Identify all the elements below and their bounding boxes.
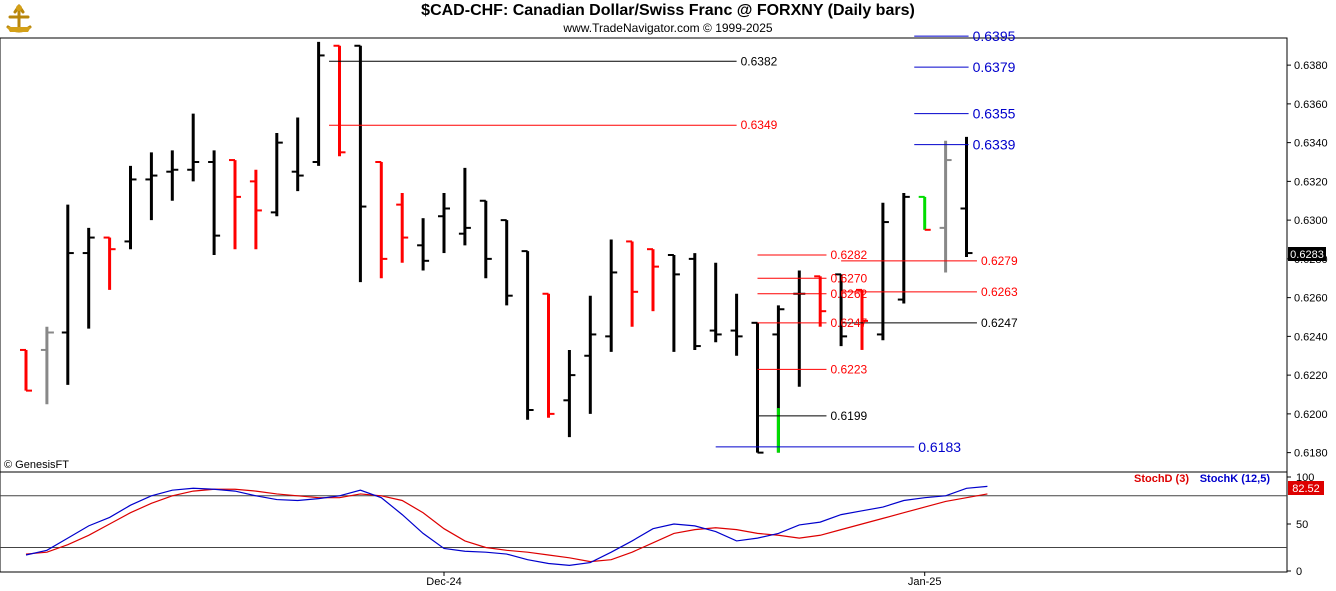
stoch-tick-label: 50 [1296, 519, 1308, 531]
ohlc-bar [856, 288, 868, 350]
ohlc-bar [751, 321, 764, 454]
last-price-label: 0.6283 [1290, 249, 1324, 261]
ohlc-bar [605, 239, 618, 352]
fib-label: 0.6379 [973, 59, 1016, 75]
fib-label: 0.6247 [981, 316, 1018, 330]
fib-label: 0.6349 [741, 118, 778, 132]
stoch-series-line [25, 485, 988, 566]
fib-label: 0.6355 [973, 106, 1016, 122]
price-tick-label: 0.6320 [1294, 176, 1328, 188]
ohlc-bar [939, 140, 952, 273]
ohlc-bar [124, 165, 137, 250]
fib-label: 0.6282 [830, 248, 867, 262]
chart-title: $CAD-CHF: Canadian Dollar/Swiss Franc @ … [421, 2, 915, 19]
ohlc-bar [40, 326, 54, 405]
ohlc-bar [479, 199, 492, 279]
ship-wheel-logo-icon [6, 4, 32, 33]
ohlc-bar [333, 44, 346, 157]
ohlc-bar [354, 44, 367, 283]
genesis-watermark: © GenesisFT [4, 459, 69, 471]
price-tick-label: 0.6380 [1294, 60, 1328, 72]
fib-label: 0.6183 [918, 439, 961, 455]
ohlc-bar [521, 250, 534, 420]
ohlc-bar [20, 348, 32, 392]
chart-header: $CAD-CHF: Canadian Dollar/Swiss Franc @ … [0, 0, 1336, 38]
fib-label: 0.6395 [973, 28, 1016, 44]
fib-levels: 0.6395 0.6379 0.6382 0.6355 0.6349 0.6339 0.62… [329, 28, 1018, 455]
price-tick-label: 0.6340 [1294, 138, 1328, 150]
ohlc-bar [291, 117, 304, 192]
fib-label: 0.6382 [741, 54, 778, 68]
ohlc-bar [542, 292, 555, 418]
ohlc-bar [918, 195, 931, 231]
ohlc-bar [709, 262, 722, 343]
ohlc-bar [458, 167, 471, 246]
price-panel [0, 37, 1288, 473]
fib-label: 0.6279 [981, 254, 1018, 268]
fib-label: 0.6263 [981, 285, 1018, 299]
ohlc-bar [835, 273, 848, 347]
ohlc-bar [688, 253, 701, 350]
last-stoch-box [1288, 481, 1324, 495]
ohlc-bar [270, 132, 283, 217]
legend-stochd: StochD (3) [1134, 473, 1189, 485]
fib-label: 0.6339 [973, 137, 1016, 153]
ohlc-bar [730, 293, 743, 356]
stoch-series-line [25, 488, 988, 563]
price-tick-label: 0.6200 [1294, 409, 1328, 421]
ohlc-bar [82, 227, 95, 329]
stoch-tick-label: 0 [1296, 566, 1302, 578]
date-tick-label: Dec-24 [426, 576, 461, 588]
last-stoch-label: 82.52 [1292, 483, 1320, 495]
price-tick-label: 0.6300 [1294, 215, 1328, 227]
ohlc-bar [249, 169, 262, 250]
ohlc-bar [814, 275, 827, 327]
fib-label: 0.6247 [830, 316, 867, 330]
chart-subtitle: www.TradeNavigator.com © 1999-2025 [563, 21, 773, 35]
ohlc-bar [500, 219, 513, 306]
price-tick-label: 0.6260 [1294, 293, 1328, 305]
ohlc-bar [312, 41, 325, 166]
fib-label: 0.6262 [830, 287, 867, 301]
ohlc-bar [563, 349, 576, 438]
fib-label: 0.6199 [830, 409, 867, 423]
ohlc-bar [417, 218, 430, 271]
ohlc-bar [61, 204, 74, 385]
stochastic-panel [0, 471, 1288, 573]
price-tick-label: 0.6360 [1294, 99, 1328, 111]
price-tick-label: 0.6220 [1294, 370, 1328, 382]
ohlc-bar [897, 193, 910, 304]
ohlc-bar [208, 150, 221, 255]
ohlc-bar [647, 248, 659, 312]
ohlc-bar [145, 152, 158, 221]
ohlc-bar [396, 193, 409, 263]
ohlc-bar [438, 193, 450, 254]
ohlc-bar [103, 236, 116, 290]
price-tick-label: 0.6240 [1294, 331, 1328, 343]
legend-stochk: StochK (12,5) [1200, 473, 1271, 485]
ohlc-bar [960, 136, 973, 257]
ohlc-bar [584, 295, 597, 414]
ohlc-bar [229, 159, 241, 250]
ohlc-bar [667, 254, 680, 352]
price-axis: 0.61800.62000.62200.62400.62600.62800.63… [1287, 60, 1328, 460]
fib-label: 0.6223 [830, 362, 867, 376]
ohlc-bar [375, 161, 388, 279]
date-axis: Dec-24 Jan-25 [426, 572, 942, 588]
last-price-box [1288, 247, 1326, 261]
ohlc-bar [187, 113, 200, 182]
ohlc-bar [626, 240, 639, 327]
ohlc-bar [876, 202, 889, 341]
price-tick-label: 0.6180 [1294, 448, 1328, 460]
ohlc-bar [166, 150, 179, 201]
fib-label: 0.6270 [830, 271, 867, 285]
stochastic-lines [0, 485, 1287, 566]
date-tick-label: Jan-25 [908, 576, 942, 588]
